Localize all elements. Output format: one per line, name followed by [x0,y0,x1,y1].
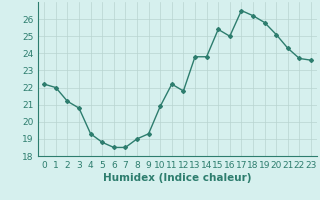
X-axis label: Humidex (Indice chaleur): Humidex (Indice chaleur) [103,173,252,183]
